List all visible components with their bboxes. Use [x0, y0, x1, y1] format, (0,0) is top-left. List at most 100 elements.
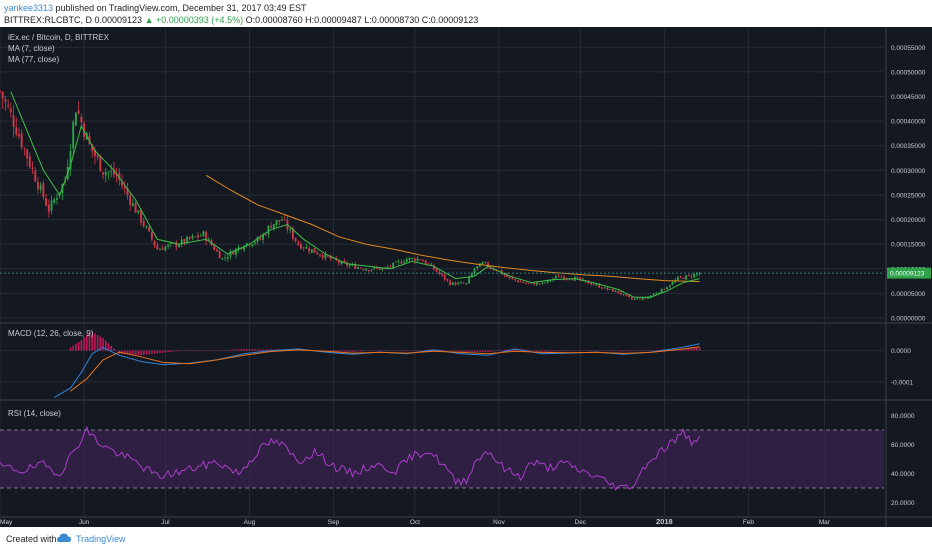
macd-histogram-bar — [189, 349, 191, 351]
time-tick-label: Oct — [410, 519, 420, 526]
candle-up — [237, 247, 240, 250]
macd-histogram-bar — [557, 350, 560, 352]
candle-down — [327, 255, 330, 257]
candle-down — [34, 170, 37, 182]
macd-histogram-bar — [335, 350, 338, 352]
candle-down — [682, 277, 685, 279]
candle-up — [641, 297, 644, 300]
macd-histogram-bar — [490, 350, 492, 352]
candle-down — [533, 282, 536, 285]
candle-down — [18, 134, 20, 137]
macd-histogram-bar — [628, 350, 630, 352]
candle-down — [378, 268, 381, 270]
last-price-label: 0.00009123 — [890, 271, 925, 278]
price-tick-label: 0.00050000 — [891, 69, 926, 76]
macd-histogram-bar — [140, 350, 142, 356]
candle-up — [695, 273, 698, 275]
candle-down — [23, 148, 26, 150]
candle-down — [359, 267, 362, 269]
candle-down — [37, 181, 39, 189]
macd-histogram-bar — [405, 350, 408, 352]
macd-histogram-bar — [69, 347, 72, 351]
candle-up — [262, 234, 264, 240]
tradingview-logo-icon[interactable] — [56, 532, 72, 546]
macd-histogram-bar — [349, 350, 351, 352]
candle-up — [693, 273, 696, 278]
chart-svg[interactable]: May Jun Jul Aug Sep Oct Nov Dec 2018 Feb Mar 0.0000… — [0, 27, 932, 527]
candle-up — [159, 248, 161, 251]
candle-down — [77, 110, 80, 114]
tradingview-brand[interactable]: TradingView — [76, 534, 126, 544]
candle-down — [449, 280, 452, 286]
price-tick-label: 0.00045000 — [891, 94, 926, 101]
rsi-band-fill — [0, 430, 884, 488]
candle-down — [419, 259, 422, 261]
candle-down — [557, 276, 560, 278]
macd-tick-label: -0.0001 — [891, 379, 913, 386]
macd-histogram-bar — [161, 350, 164, 353]
candle-down — [592, 284, 595, 285]
candle-down — [313, 248, 316, 253]
publish-header: yankee3313 published on TradingView.com,… — [0, 0, 932, 27]
candle-up — [50, 200, 53, 211]
candle-up — [178, 244, 180, 248]
candle-up — [107, 171, 110, 173]
candle-up — [267, 225, 270, 235]
candle-down — [297, 242, 300, 245]
candle-down — [47, 204, 50, 212]
candle-up — [324, 253, 327, 259]
macd-histogram-bar — [473, 350, 476, 352]
candle-down — [42, 183, 45, 198]
candle-down — [630, 297, 633, 300]
candle-down — [424, 260, 427, 265]
candle-down — [560, 276, 563, 278]
ma77-line — [205, 174, 700, 283]
macd-histogram-bar — [690, 348, 693, 351]
candle-up — [416, 258, 419, 261]
chart-area[interactable]: May Jun Jul Aug Sep Oct Nov Dec 2018 Feb Mar 0.0000… — [0, 27, 932, 527]
macd-histogram-bar — [476, 350, 479, 352]
macd-histogram-bar — [552, 350, 554, 352]
candle-down — [80, 116, 83, 123]
macd-histogram-bar — [563, 350, 565, 352]
candle-up — [603, 287, 606, 289]
candle-up — [110, 171, 113, 172]
candle-down — [316, 252, 319, 255]
macd-histogram-bar — [343, 350, 346, 352]
macd-histogram-bar — [631, 350, 633, 352]
candle-up — [199, 235, 202, 237]
macd-histogram-bar — [503, 349, 506, 351]
candle-down — [28, 156, 31, 167]
time-tick-label: 2018 — [656, 517, 673, 526]
candle-down — [0, 91, 1, 92]
price-tick-label: 0.00035000 — [891, 143, 926, 150]
candle-up — [668, 285, 671, 287]
macd-histogram-bar — [235, 349, 237, 351]
candle-down — [118, 172, 121, 180]
candle-down — [438, 271, 441, 274]
macd-histogram-bar — [340, 350, 343, 352]
macd-histogram-bar — [256, 349, 259, 351]
macd-histogram-bar — [614, 350, 617, 352]
candle-down — [362, 268, 365, 270]
publish-info: published on TradingView.com, December 3… — [53, 3, 307, 13]
time-tick-label: Nov — [493, 519, 505, 526]
macd-histogram-bar — [454, 350, 457, 352]
candle-up — [253, 242, 256, 244]
time-tick-label: May — [0, 519, 13, 526]
time-tick-label: Feb — [743, 519, 755, 526]
candle-down — [663, 289, 666, 290]
macd-histogram-bar — [682, 348, 685, 351]
rsi-tick-label: 40.0000 — [891, 471, 915, 478]
candle-up — [470, 273, 473, 278]
author-link[interactable]: yankee3313 — [4, 3, 54, 13]
macd-histogram-bar — [94, 333, 96, 351]
candle-up — [74, 112, 77, 126]
candle-down — [291, 228, 294, 239]
candle-up — [373, 267, 376, 269]
candle-up — [386, 267, 389, 269]
macd-histogram-bar — [75, 343, 77, 351]
candle-down — [7, 104, 10, 107]
candle-up — [636, 298, 639, 300]
macd-histogram-bar — [560, 350, 563, 352]
